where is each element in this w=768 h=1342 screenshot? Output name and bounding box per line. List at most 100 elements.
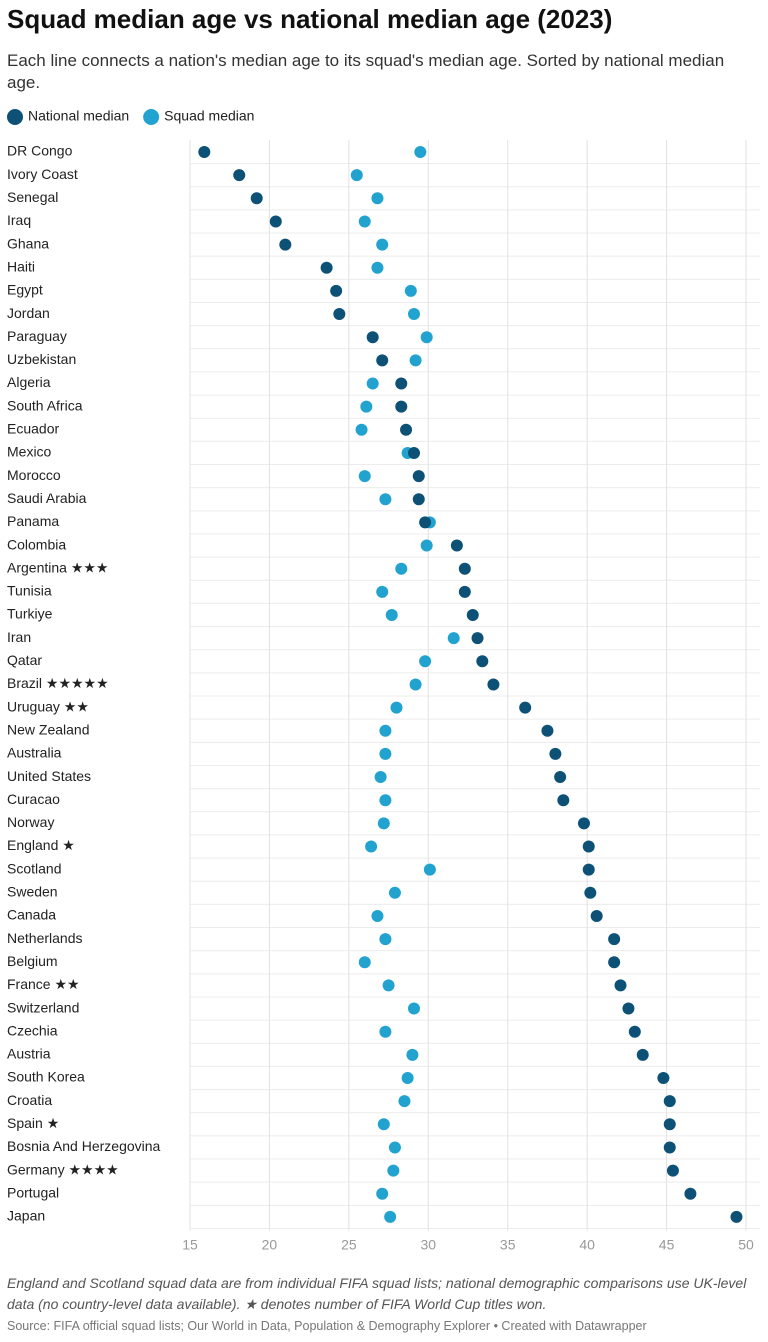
dot: [379, 724, 392, 737]
y-tick-label: Brazil ★★★★★: [7, 675, 109, 691]
dot: [577, 817, 590, 830]
y-tick-label: Portugal: [7, 1184, 59, 1200]
y-tick-label: New Zealand: [7, 721, 90, 737]
dot: [371, 192, 384, 205]
dot: [366, 377, 379, 390]
y-tick-label: England ★: [7, 837, 75, 853]
legend-marker: [143, 109, 160, 125]
x-tick-label: 25: [341, 1237, 357, 1253]
dot: [371, 909, 384, 922]
dot: [377, 817, 390, 830]
dot: [582, 840, 595, 853]
dot: [554, 771, 567, 784]
y-tick-label: Canada: [7, 907, 56, 923]
y-tick-label: Netherlands: [7, 930, 83, 946]
dot: [379, 794, 392, 807]
y-tick-label: Panama: [7, 513, 59, 529]
y-tick-label: Sweden: [7, 884, 58, 900]
dot: [730, 1210, 743, 1223]
dot: [584, 886, 597, 899]
dot: [420, 539, 433, 552]
dot: [333, 308, 346, 321]
y-tick-label: Senegal: [7, 189, 58, 205]
dot: [330, 284, 343, 297]
dot: [409, 354, 422, 367]
y-tick-label: Czechia: [7, 1022, 58, 1038]
dot: [279, 238, 292, 251]
dot: [412, 470, 425, 483]
x-tick-label: 15: [182, 1237, 198, 1253]
x-tick-label: 30: [420, 1237, 436, 1253]
dot: [541, 724, 554, 737]
dot: [395, 377, 408, 390]
dot: [398, 1095, 411, 1108]
y-tick-label: Mexico: [7, 444, 52, 460]
dot: [365, 840, 378, 853]
x-tick-label: 40: [579, 1237, 595, 1253]
dot: [388, 886, 401, 899]
x-tick-label: 20: [262, 1237, 278, 1253]
dot: [663, 1095, 676, 1108]
dot: [608, 933, 621, 946]
y-tick-label: Scotland: [7, 860, 61, 876]
dot: [350, 169, 363, 182]
y-tick-label: Belgium: [7, 953, 58, 969]
legend-marker: [7, 109, 23, 125]
dot: [450, 539, 463, 552]
y-tick-label: Croatia: [7, 1092, 52, 1108]
dot: [590, 909, 603, 922]
y-tick-label: DR Congo: [7, 143, 73, 159]
source: Source: FIFA official squad lists; Our W…: [7, 1319, 647, 1333]
legend-label: National median: [28, 108, 129, 124]
dot: [379, 933, 392, 946]
y-tick-label: Tunisia: [7, 583, 52, 599]
y-tick-label: United States: [7, 768, 91, 784]
dot: [384, 1210, 397, 1223]
dot: [409, 678, 422, 691]
y-tick-label: Qatar: [7, 652, 42, 668]
dot: [406, 1048, 419, 1061]
dot: [412, 493, 425, 506]
y-tick-label: Spain ★: [7, 1115, 59, 1131]
dot: [407, 308, 420, 321]
dot: [385, 609, 398, 621]
dot: [379, 747, 392, 760]
dot: [395, 400, 408, 413]
dot: [358, 470, 371, 483]
y-tick-label: Iraq: [7, 212, 31, 228]
dot: [366, 331, 379, 344]
dot: [376, 1187, 389, 1200]
dot: [320, 261, 333, 274]
y-tick-label: Australia: [7, 745, 62, 761]
dot: [519, 701, 532, 714]
y-tick-label: Japan: [7, 1208, 45, 1224]
dot: [549, 747, 562, 760]
dot: [371, 261, 384, 274]
dot: [447, 632, 460, 645]
dot: [401, 1072, 414, 1084]
legend-label: Squad median: [164, 108, 254, 124]
y-tick-label: Haiti: [7, 258, 35, 274]
dot: [420, 331, 433, 344]
y-tick-label: Germany ★★★★: [7, 1161, 119, 1177]
dot: [582, 863, 595, 876]
y-tick-label: Colombia: [7, 536, 66, 552]
y-tick-label: France ★★: [7, 976, 80, 992]
dot: [379, 493, 392, 506]
y-tick-label: Uzbekistan: [7, 351, 76, 367]
dot: [419, 655, 432, 668]
dot: [636, 1048, 649, 1061]
y-tick-label: Austria: [7, 1046, 51, 1062]
dot: [395, 562, 408, 575]
dot: [657, 1072, 670, 1084]
y-tick-label: Norway: [7, 814, 54, 830]
dot: [382, 979, 395, 992]
chart-title: Squad median age vs national median age …: [7, 4, 613, 34]
dot: [407, 446, 420, 459]
y-tick-label: South Africa: [7, 397, 83, 413]
dot: [666, 1164, 679, 1177]
y-tick-label: Switzerland: [7, 999, 79, 1015]
dot: [374, 771, 387, 784]
y-tick-label: Bosnia And Herzegovina: [7, 1138, 161, 1154]
